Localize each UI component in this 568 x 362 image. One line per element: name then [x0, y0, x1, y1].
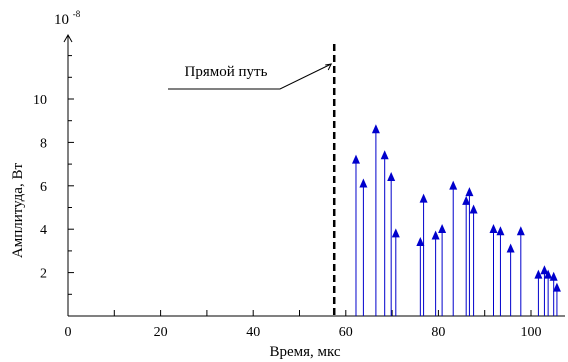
stem-point: [540, 265, 549, 316]
stem-series: [351, 124, 561, 316]
x-tick-label: 20: [154, 325, 168, 340]
y-axis-ticks: 2 4 6 8 10: [33, 55, 74, 295]
stem-marker: [391, 228, 400, 238]
y-axis-exponent: 10 -8: [54, 9, 81, 28]
y-tick-label: 4: [40, 223, 47, 238]
stem-point: [544, 269, 553, 316]
axes: [63, 33, 565, 317]
stem-marker: [506, 243, 515, 253]
stem-marker: [496, 226, 505, 236]
stem-point: [351, 154, 360, 316]
stem-marker: [359, 178, 368, 188]
y-tick-label: 10: [33, 93, 47, 108]
stem-marker: [371, 124, 380, 134]
y-exponent-base: 10: [54, 12, 69, 28]
x-tick-label: 100: [521, 325, 542, 340]
stem-marker: [449, 180, 458, 190]
stem-marker: [552, 282, 561, 292]
stem-marker: [549, 271, 558, 281]
stem-point: [506, 243, 515, 316]
direct-path-leader-line: [168, 63, 332, 90]
stem-point: [380, 150, 389, 316]
stem-marker: [540, 265, 549, 275]
stem-marker: [438, 224, 447, 234]
x-tick-label: 80: [431, 325, 445, 340]
stem-marker: [351, 154, 360, 164]
direct-path-marker: Прямой путь: [168, 44, 336, 316]
stem-marker: [516, 226, 525, 236]
stem-marker: [431, 230, 440, 240]
y-axis-arrow-icon: [63, 33, 73, 43]
y-exponent-power: -8: [73, 9, 81, 19]
stem-marker: [416, 237, 425, 247]
stem-point: [489, 224, 498, 316]
x-axis-ticks: 0 20 40 60 80 100: [65, 310, 542, 340]
stem-marker: [489, 224, 498, 234]
stem-point: [516, 226, 525, 316]
x-tick-label: 0: [65, 325, 72, 340]
x-axis-label: Время, мкс: [269, 344, 340, 360]
stem-point: [387, 171, 396, 316]
stem-point: [438, 224, 447, 316]
stem-marker: [534, 269, 543, 279]
y-tick-label: 8: [40, 136, 47, 151]
stem-point: [431, 230, 440, 316]
stem-point: [419, 193, 428, 316]
stem-point: [534, 269, 543, 316]
stem-point: [496, 226, 505, 316]
stem-point: [552, 282, 561, 316]
stem-point: [371, 124, 380, 316]
stem-point: [416, 237, 425, 316]
stem-marker: [387, 171, 396, 181]
x-tick-label: 40: [246, 325, 260, 340]
stem-marker: [419, 193, 428, 203]
stem-point: [449, 180, 458, 316]
stem-point: [391, 228, 400, 316]
y-tick-label: 2: [40, 267, 47, 282]
stem-point: [462, 195, 471, 316]
stem-point: [359, 178, 368, 316]
stem-marker: [380, 150, 389, 160]
stem-marker: [462, 195, 471, 205]
x-tick-label: 60: [339, 325, 353, 340]
direct-path-arrow-icon: [325, 63, 333, 71]
stem-marker: [469, 204, 478, 214]
stem-point: [469, 204, 478, 316]
y-axis-label: Амплитуда, Вт: [10, 163, 26, 259]
stem-point: [549, 271, 558, 316]
stem-marker: [544, 269, 553, 279]
stem-point: [465, 187, 474, 316]
stem-marker: [465, 187, 474, 197]
y-tick-label: 6: [40, 180, 47, 195]
direct-path-label: Прямой путь: [185, 64, 268, 80]
